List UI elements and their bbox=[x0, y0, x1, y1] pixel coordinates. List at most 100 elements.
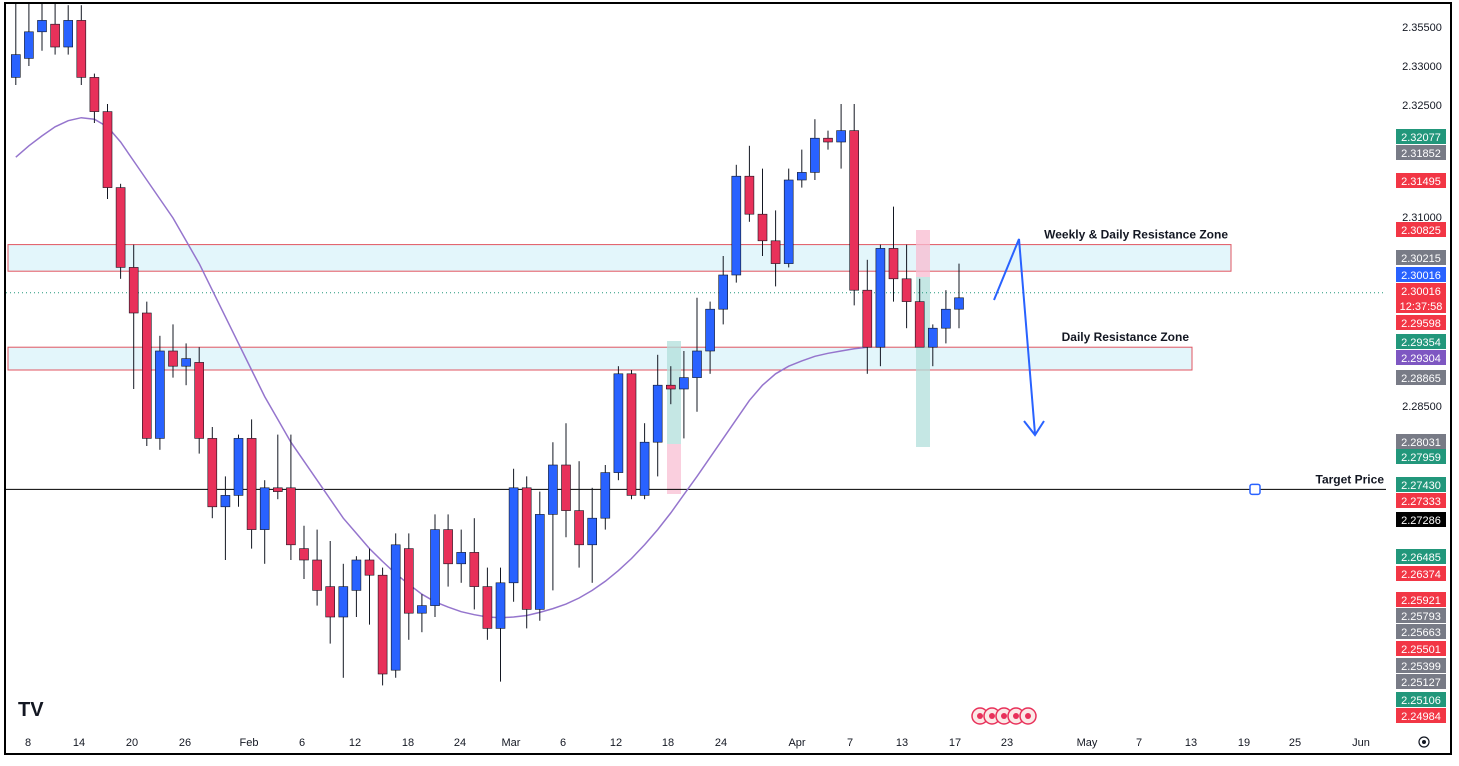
candle-body bbox=[849, 130, 860, 291]
candle[interactable] bbox=[548, 442, 558, 591]
candle[interactable] bbox=[207, 427, 218, 519]
candle[interactable] bbox=[718, 256, 729, 325]
price-label-text: 2.30825 bbox=[1401, 225, 1441, 237]
candle[interactable] bbox=[312, 529, 322, 606]
candle[interactable] bbox=[810, 119, 820, 180]
time-axis-tick: 6 bbox=[299, 737, 305, 749]
candle[interactable] bbox=[600, 465, 611, 530]
candle[interactable] bbox=[24, 4, 34, 66]
candle[interactable] bbox=[233, 434, 244, 507]
candle[interactable] bbox=[325, 541, 336, 644]
price-label-bg bbox=[1396, 298, 1446, 313]
candle[interactable] bbox=[168, 324, 178, 378]
candle[interactable] bbox=[63, 5, 74, 55]
candle[interactable] bbox=[770, 210, 781, 287]
candle[interactable] bbox=[888, 206, 899, 302]
candle[interactable] bbox=[692, 297, 702, 412]
candle[interactable] bbox=[76, 5, 87, 85]
candle-body bbox=[338, 586, 349, 618]
candle[interactable] bbox=[626, 370, 637, 500]
candle[interactable] bbox=[142, 301, 152, 446]
candle[interactable] bbox=[731, 164, 742, 283]
candle[interactable] bbox=[613, 366, 624, 481]
candle[interactable] bbox=[652, 354, 663, 477]
candle[interactable] bbox=[849, 104, 860, 306]
candle[interactable] bbox=[37, 4, 47, 51]
candle[interactable] bbox=[796, 149, 807, 188]
candle[interactable] bbox=[351, 556, 362, 617]
price-label-tag: 2.27430 bbox=[1396, 477, 1446, 492]
candle[interactable] bbox=[836, 104, 846, 169]
price-axis-tick: 2.33000 bbox=[1402, 61, 1442, 73]
candle[interactable] bbox=[50, 4, 60, 55]
candle[interactable] bbox=[901, 244, 912, 329]
candle[interactable] bbox=[377, 567, 388, 686]
candle[interactable] bbox=[783, 168, 794, 268]
price-label-text: 2.29598 bbox=[1401, 318, 1441, 330]
candle[interactable] bbox=[128, 244, 139, 389]
price-label-text: 2.26374 bbox=[1401, 569, 1441, 581]
candle[interactable] bbox=[181, 343, 191, 386]
candle-body bbox=[770, 240, 781, 264]
target-handle[interactable] bbox=[1249, 483, 1261, 496]
candle-body bbox=[259, 487, 270, 530]
candle[interactable] bbox=[665, 366, 676, 405]
candle[interactable] bbox=[443, 514, 453, 587]
candle[interactable] bbox=[403, 533, 414, 640]
candle[interactable] bbox=[914, 278, 925, 348]
candle[interactable] bbox=[679, 351, 689, 439]
candle-body bbox=[364, 559, 375, 576]
candle[interactable] bbox=[102, 104, 113, 199]
candle[interactable] bbox=[115, 183, 126, 279]
candle[interactable] bbox=[521, 476, 532, 629]
candle[interactable] bbox=[456, 529, 467, 583]
price-label-text: 2.29304 bbox=[1401, 353, 1441, 365]
candle[interactable] bbox=[364, 548, 375, 625]
candle[interactable] bbox=[534, 491, 545, 621]
candle-body bbox=[102, 111, 113, 188]
candle[interactable] bbox=[823, 130, 833, 150]
candle[interactable] bbox=[89, 73, 100, 123]
resistance-zone bbox=[7, 346, 1193, 371]
candle[interactable] bbox=[220, 476, 231, 560]
price-label-bg bbox=[1396, 608, 1446, 623]
candle[interactable] bbox=[744, 145, 755, 222]
candle-body bbox=[128, 267, 139, 314]
price-chart[interactable]: Weekly & Daily Resistance Zone Daily Resi… bbox=[6, 4, 1450, 753]
candle-body bbox=[875, 248, 886, 348]
candle[interactable] bbox=[954, 263, 964, 329]
time-axis-tick: Mar bbox=[502, 737, 521, 749]
candle[interactable] bbox=[875, 244, 886, 367]
candle[interactable] bbox=[417, 594, 427, 633]
candle-body bbox=[194, 362, 204, 439]
candle[interactable] bbox=[495, 567, 506, 682]
candle[interactable] bbox=[194, 347, 204, 454]
candle[interactable] bbox=[561, 423, 571, 538]
candle[interactable] bbox=[246, 419, 257, 549]
price-label-tag: 2.25921 bbox=[1396, 592, 1446, 607]
settings-gear-icon[interactable] bbox=[1418, 736, 1430, 748]
candle[interactable] bbox=[272, 434, 283, 500]
candle[interactable] bbox=[705, 301, 715, 374]
candle[interactable] bbox=[259, 480, 270, 564]
candle[interactable] bbox=[299, 525, 309, 579]
time-axis-tick: Apr bbox=[788, 737, 805, 749]
candle[interactable] bbox=[862, 259, 873, 374]
candle[interactable] bbox=[587, 487, 598, 583]
candle[interactable] bbox=[286, 434, 296, 560]
time-axis-tick: 7 bbox=[1136, 737, 1142, 749]
candle[interactable] bbox=[390, 533, 401, 678]
candle-body bbox=[718, 274, 729, 310]
candle[interactable] bbox=[508, 468, 519, 602]
candle[interactable] bbox=[941, 290, 951, 344]
candle[interactable] bbox=[639, 423, 650, 500]
candle[interactable] bbox=[338, 563, 349, 678]
candle[interactable] bbox=[155, 335, 165, 450]
candle[interactable] bbox=[469, 518, 480, 610]
candle[interactable] bbox=[757, 168, 768, 256]
candle[interactable] bbox=[574, 461, 584, 568]
candle[interactable] bbox=[927, 324, 938, 367]
candle[interactable] bbox=[430, 514, 440, 617]
candle[interactable] bbox=[482, 567, 493, 640]
candle[interactable] bbox=[11, 4, 21, 85]
